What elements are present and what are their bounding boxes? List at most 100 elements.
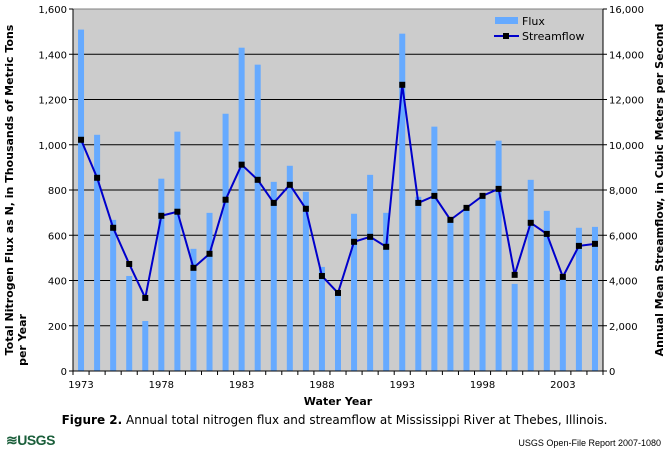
streamflow-marker-2003: [559, 273, 566, 280]
flux-bar-1995: [431, 126, 438, 372]
streamflow-marker-1975: [110, 224, 117, 231]
flux-bar-1974: [94, 134, 101, 371]
flux-bar-1975: [110, 219, 117, 371]
usgs-logo: ≋USGS: [6, 432, 55, 448]
flux-bar-1994: [415, 196, 422, 371]
x-axis-title: Water Year: [304, 395, 373, 408]
streamflow-marker-1981: [206, 250, 213, 257]
y-tick-label: 200: [48, 322, 67, 333]
flux-bar-1988: [318, 266, 325, 371]
streamflow-marker-1978: [158, 212, 165, 219]
flux-bar-1978: [158, 178, 165, 371]
streamflow-marker-1973: [78, 136, 85, 143]
x-tick-label: 2003: [550, 380, 575, 391]
streamflow-marker-2000: [511, 271, 518, 278]
flux-bar-1982: [222, 113, 229, 371]
streamflow-marker-1982: [222, 196, 229, 203]
flux-bar-1984: [254, 64, 261, 371]
streamflow-marker-1976: [126, 260, 133, 267]
flux-bar-1999: [495, 140, 502, 371]
report-id: USGS Open-File Report 2007-1080: [518, 438, 661, 448]
streamflow-marker-1986: [286, 181, 293, 188]
chart: 0 200 400 600 800 1,000 1,200 1,400 1,600 0 2,000…: [3, 5, 666, 408]
streamflow-marker-2004: [575, 242, 582, 249]
streamflow-marker-1997: [463, 204, 470, 211]
flux-bar-2002: [543, 210, 550, 371]
caption-text: Annual total nitrogen flux and streamflo…: [122, 413, 608, 427]
flux-bar-1976: [126, 275, 133, 371]
streamflow-marker-1998: [479, 192, 486, 199]
flux-bar-1983: [238, 47, 245, 371]
flux-bar-2001: [527, 179, 534, 371]
y2-tick-label: 14,000: [609, 50, 644, 61]
y-tick-label: 600: [48, 231, 67, 242]
flux-bar-1992: [383, 212, 390, 371]
caption-label: Figure 2.: [61, 413, 123, 427]
streamflow-marker-1985: [270, 199, 277, 206]
flux-bar-1986: [286, 165, 293, 371]
x-tick-label: 1973: [68, 380, 93, 391]
flux-bar-1993: [399, 33, 406, 371]
legend-flux-swatch: [495, 17, 518, 24]
flux-bar-1987: [302, 191, 309, 371]
streamflow-marker-1987: [302, 205, 309, 212]
streamflow-marker-1994: [415, 199, 422, 206]
streamflow-marker-2001: [527, 219, 534, 226]
streamflow-marker-2002: [543, 230, 550, 237]
flux-bar-1998: [479, 196, 486, 371]
y2-tick-label: 10,000: [609, 141, 644, 152]
streamflow-marker-1977: [142, 294, 149, 301]
y-tick-label: 400: [48, 277, 67, 288]
streamflow-marker-1995: [431, 192, 438, 199]
x-tick-label: 1983: [229, 380, 254, 391]
streamflow-marker-1990: [351, 238, 358, 245]
flux-bar-2004: [575, 227, 582, 371]
y2-tick-label: 2,000: [609, 322, 638, 333]
flux-bar-2003: [559, 276, 566, 371]
y-tick-label: 1,400: [38, 50, 67, 61]
flux-bar-1973: [78, 29, 85, 372]
flux-bar-1985: [270, 181, 277, 371]
y2-tick-label: 12,000: [609, 96, 644, 107]
flux-bar-2005: [591, 226, 598, 371]
x-tick-label: 1978: [149, 380, 174, 391]
streamflow-marker-1979: [174, 208, 181, 215]
flux-bar-1977: [142, 320, 149, 371]
x-tick-label: 1998: [470, 380, 495, 391]
flux-bar-1980: [190, 248, 197, 371]
streamflow-marker-1984: [254, 176, 261, 183]
y-tick-label: 0: [61, 367, 67, 378]
streamflow-marker-1991: [367, 233, 374, 240]
y2-tick-label: 0: [609, 367, 615, 378]
streamflow-marker-1983: [238, 161, 245, 168]
y2-tick-label: 4,000: [609, 277, 638, 288]
y-tick-label: 1,000: [38, 141, 67, 152]
flux-bar-1991: [367, 174, 374, 371]
flux-bar-2000: [511, 283, 518, 371]
figure-caption: Figure 2. Annual total nitrogen flux and…: [0, 413, 669, 427]
y-tick-label: 800: [48, 186, 67, 197]
streamflow-marker-1992: [383, 243, 390, 250]
flux-bar-1996: [447, 217, 454, 371]
y2-tick-label: 8,000: [609, 186, 638, 197]
x-tick-label: 1988: [309, 380, 334, 391]
flux-bar-1989: [335, 292, 341, 371]
y-tick-label: 1,600: [38, 5, 67, 16]
legend-streamflow-label: Streamflow: [522, 30, 584, 43]
y2-tick-label: 6,000: [609, 231, 638, 242]
streamflow-marker-1988: [318, 272, 325, 279]
flux-bar-1979: [174, 131, 181, 371]
streamflow-marker-2005: [591, 240, 598, 247]
streamflow-marker-1974: [94, 174, 101, 181]
streamflow-marker-1989: [335, 289, 341, 296]
y2-axis-title: Annual Mean Streamflow, in Cubic Meters …: [653, 24, 666, 357]
y2-tick-label: 16,000: [609, 5, 644, 16]
x-tick-label: 1993: [390, 380, 415, 391]
flux-bar-1981: [206, 212, 213, 371]
flux-bar-1990: [351, 213, 358, 371]
legend: Flux Streamflow: [494, 15, 584, 43]
streamflow-marker-1996: [447, 216, 454, 223]
y-axis-title-line2: per Year: [16, 314, 29, 366]
flux-bar-1997: [463, 206, 470, 371]
y-tick-label: 1,200: [38, 96, 67, 107]
